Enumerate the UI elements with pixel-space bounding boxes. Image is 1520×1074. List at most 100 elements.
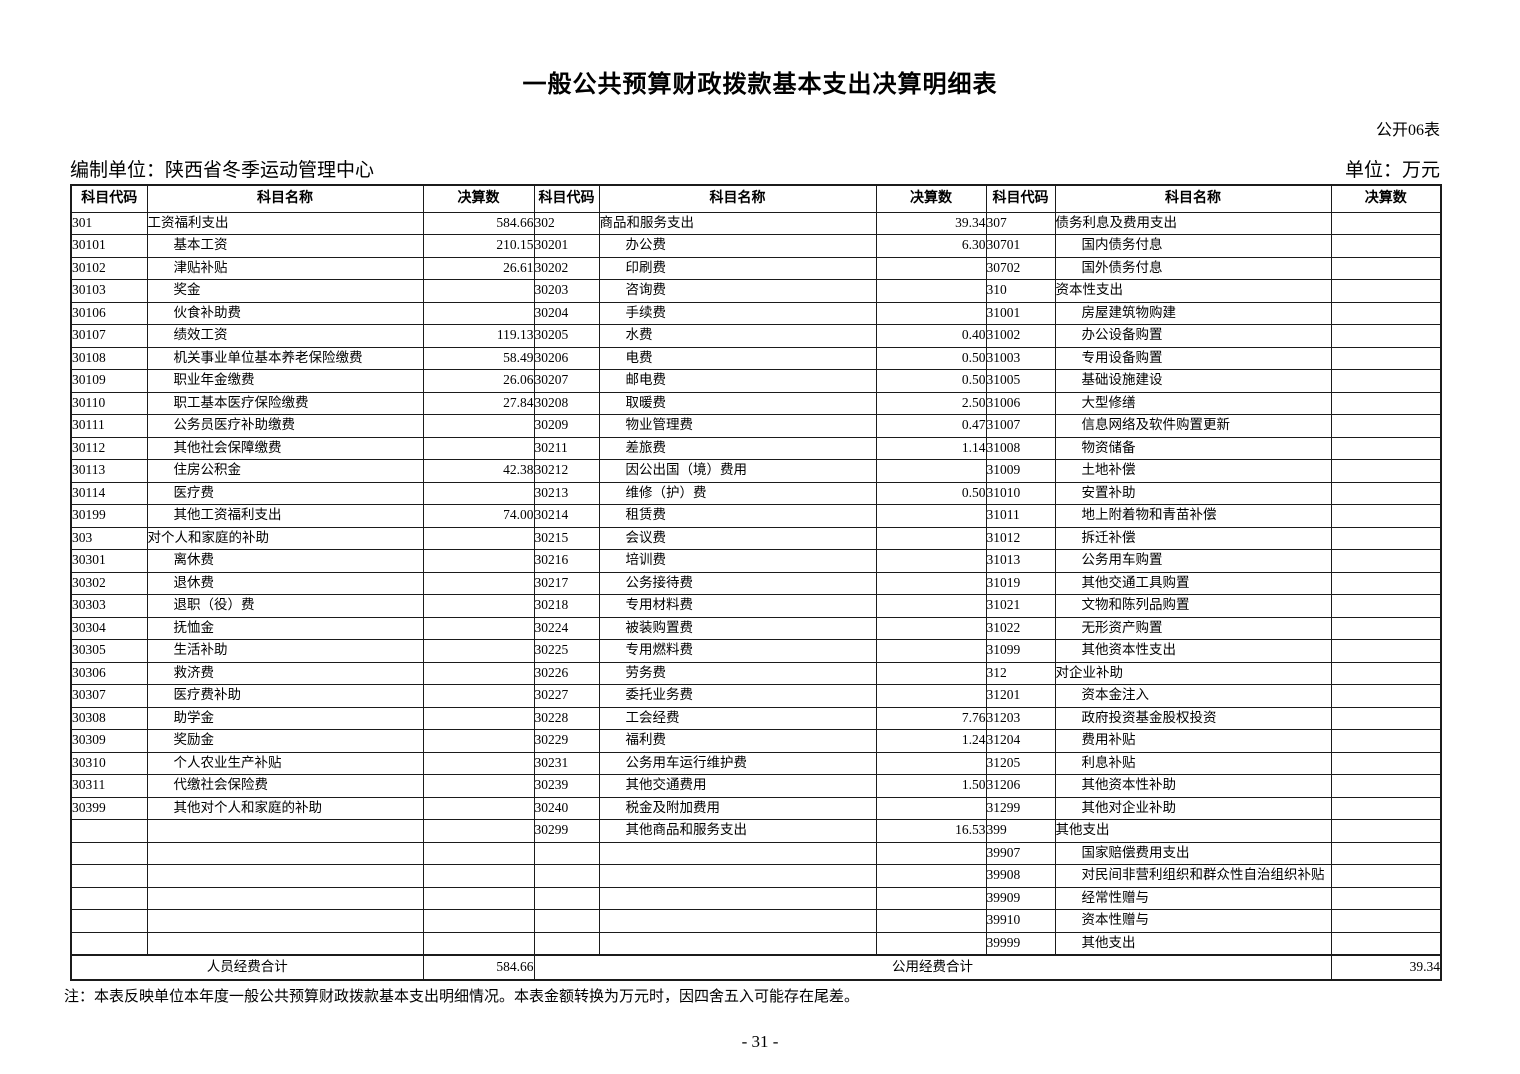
table-row: 39910 资本性赠与 [70,909,1442,933]
value-cell [875,864,987,888]
value-cell [1330,661,1442,685]
value-cell: 0.50 [875,481,987,505]
name-cell [146,841,424,865]
public-total-value: 39.34 [1330,953,1442,980]
code-cell: 30108 [70,346,148,370]
name-cell: 退休费 [146,571,424,595]
name-cell: 公务用车运行维护费 [598,751,877,775]
value-cell: 210.15 [422,234,535,258]
table-row: 30299 其他商品和服务支出 16.53 399 其他支出 [70,819,1442,843]
value-cell [422,661,535,685]
table-row: 39908 对民间非营利组织和群众性自治组织补贴 [70,864,1442,888]
name-cell: 基础设施建设 [1054,369,1332,393]
table-row: 30108 机关事业单位基本养老保险缴费 58.49 30206 电费 0.50 31003… [70,346,1442,370]
table-row: 39909 经常性赠与 [70,886,1442,910]
code-cell: 30212 [533,459,600,483]
table-row: 30308 助学金 30228 工会经费 7.76 31203 政府投资基金股权投资 [70,706,1442,730]
name-cell: 电费 [598,346,877,370]
value-cell: 16.53 [875,819,987,843]
code-cell: 30311 [70,774,148,798]
name-cell: 办公设备购置 [1054,324,1332,348]
code-cell: 30107 [70,324,148,348]
name-cell [146,931,424,955]
code-cell: 30227 [533,684,600,708]
value-cell [422,684,535,708]
name-cell: 信息网络及软件购置更新 [1054,414,1332,438]
code-cell: 30701 [985,234,1056,258]
code-cell: 302 [533,211,600,235]
name-cell: 资本金注入 [1054,684,1332,708]
value-cell [422,886,535,910]
table-header-row: 科目代码 科目名称 决算数 科目代码 科目名称 决算数 科目代码 科目名称 决算… [70,184,1442,213]
name-cell: 助学金 [146,706,424,730]
table-row: 30303 退职（役）费 30218 专用材料费 31021 文物和陈列品购置 [70,594,1442,618]
name-cell: 津贴补贴 [146,256,424,280]
code-cell: 30231 [533,751,600,775]
value-cell [875,504,987,528]
table-row: 30305 生活补助 30225 专用燃料费 31099 其他资本性支出 [70,639,1442,663]
table-row: 301 工资福利支出 584.66 302 商品和服务支出 39.34 307 债务利息及费用… [70,211,1442,235]
name-cell: 被装购置费 [598,616,877,640]
value-cell [1330,526,1442,550]
code-cell: 30225 [533,639,600,663]
code-cell: 30217 [533,571,600,595]
table-row: 30102 津贴补贴 26.61 30202 印刷费 30702 国外债务付息 [70,256,1442,280]
code-cell: 31003 [985,346,1056,370]
name-cell: 国家赔偿费用支出 [1054,841,1332,865]
personnel-total-label: 人员经费合计 [70,953,424,980]
name-cell: 费用补贴 [1054,729,1332,753]
value-cell [1330,616,1442,640]
code-cell: 30207 [533,369,600,393]
value-cell [422,571,535,595]
value-cell [1330,391,1442,415]
value-cell: 27.84 [422,391,535,415]
code-cell: 39909 [985,886,1056,910]
value-cell [1330,819,1442,843]
name-cell: 税金及附加费用 [598,796,877,820]
table-row: 30109 职业年金缴费 26.06 30207 邮电费 0.50 31005 基础设施建设 [70,369,1442,393]
header-cell-value-2: 决算数 [875,184,987,213]
value-cell [422,279,535,303]
code-cell: 31013 [985,549,1056,573]
name-cell: 资本性支出 [1054,279,1332,303]
value-cell: 0.47 [875,414,987,438]
header-cell-code-3: 科目代码 [985,184,1056,213]
code-cell: 31009 [985,459,1056,483]
code-cell: 30199 [70,504,148,528]
table-body: 301 工资福利支出 584.66 302 商品和服务支出 39.34 307 债务利息及费用… [70,211,1442,955]
table-row: 30310 个人农业生产补贴 30231 公务用车运行维护费 31205 利息补贴 [70,751,1442,775]
name-cell: 抚恤金 [146,616,424,640]
code-cell: 30206 [533,346,600,370]
table-row: 30304 抚恤金 30224 被装购置费 31022 无形资产购置 [70,616,1442,640]
value-cell [875,684,987,708]
code-cell: 31206 [985,774,1056,798]
name-cell: 工资福利支出 [146,211,424,235]
value-cell [422,481,535,505]
table-row: 30112 其他社会保障缴费 30211 差旅费 1.14 31008 物资储备 [70,436,1442,460]
code-cell: 39999 [985,931,1056,955]
code-cell: 399 [985,819,1056,843]
name-cell: 其他交通工具购置 [1054,571,1332,595]
name-cell: 水费 [598,324,877,348]
value-cell [1330,234,1442,258]
table-row: 30399 其他对个人和家庭的补助 30240 税金及附加费用 31299 其他对企业补助 [70,796,1442,820]
value-cell [422,616,535,640]
value-cell [875,841,987,865]
table-row: 39999 其他支出 [70,931,1442,955]
name-cell: 其他商品和服务支出 [598,819,877,843]
code-cell: 30112 [70,436,148,460]
name-cell: 其他支出 [1054,819,1332,843]
code-cell: 30306 [70,661,148,685]
code-cell [70,909,148,933]
code-cell: 31005 [985,369,1056,393]
value-cell [875,616,987,640]
code-cell [70,864,148,888]
value-cell [1330,436,1442,460]
value-cell: 58.49 [422,346,535,370]
value-cell: 7.76 [875,706,987,730]
name-cell: 商品和服务支出 [598,211,877,235]
value-cell: 74.00 [422,504,535,528]
table-row: 30301 离休费 30216 培训费 31013 公务用车购置 [70,549,1442,573]
header-cell-code-1: 科目代码 [70,184,148,213]
value-cell [422,909,535,933]
